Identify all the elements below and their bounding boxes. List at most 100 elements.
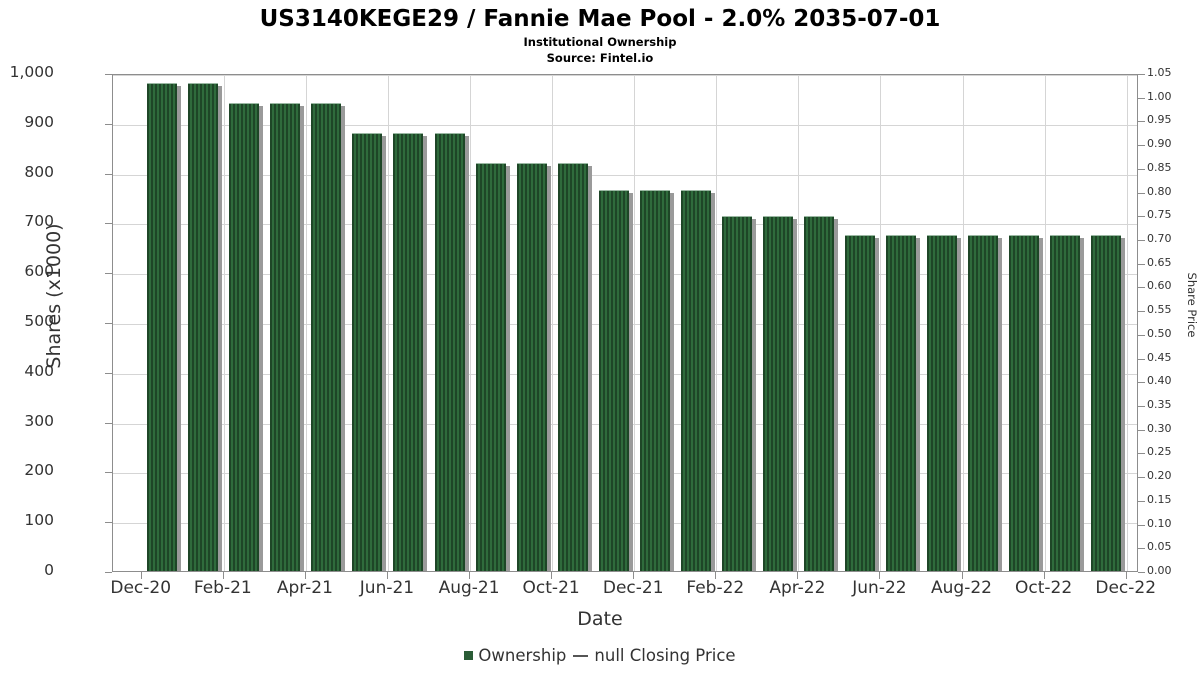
chart-source: Source: Fintel.io [546, 51, 654, 65]
y-tick-mark-left [105, 223, 112, 225]
x-tick-mark [633, 572, 635, 579]
legend-item-closing-price[interactable]: null Closing Price [566, 646, 736, 665]
bar-ownership[interactable] [516, 162, 551, 572]
y-tick-mark-left [105, 472, 112, 474]
y-tick-label-right: 0.05 [1147, 540, 1172, 554]
y-tick-mark-right [1138, 406, 1145, 407]
y-tick-label-left: 0 [44, 561, 54, 579]
gridline-vertical [470, 75, 472, 571]
y-tick-label-right: 0.10 [1147, 516, 1172, 530]
x-tick-label: Aug-21 [438, 578, 500, 598]
y-tick-mark-right [1138, 548, 1145, 550]
y-tick-mark-right [1138, 477, 1145, 479]
x-tick-mark [140, 572, 142, 579]
y-tick-label-left: 500 [24, 312, 54, 330]
chart-subtitle: Institutional Ownership [523, 35, 677, 49]
legend-item-ownership[interactable]: Ownership [464, 646, 566, 665]
bar-ownership[interactable] [844, 234, 879, 572]
y-tick-label-right: 0.40 [1147, 374, 1172, 388]
bar-ownership[interactable] [885, 234, 920, 572]
gridline-vertical [1126, 75, 1128, 571]
bar-ownership[interactable] [1050, 234, 1085, 572]
x-tick-mark [1125, 572, 1127, 579]
gridline-horizontal [113, 124, 1137, 126]
bar-ownership[interactable] [968, 234, 1003, 572]
y-tick-mark-right [1138, 97, 1145, 99]
y-tick-mark-left [105, 323, 112, 324]
legend-label-ownership: Ownership [478, 646, 567, 665]
y-tick-label-left: 600 [24, 262, 54, 281]
plot-area [112, 74, 1138, 572]
y-tick-label-left: 800 [24, 162, 54, 181]
y-tick-label-right: 0.35 [1147, 398, 1172, 411]
y-tick-mark-left [105, 173, 112, 175]
bar-ownership[interactable] [393, 132, 428, 572]
bar-ownership[interactable] [598, 190, 633, 571]
x-tick-label: Oct-21 [522, 578, 580, 598]
gridline-vertical [634, 75, 636, 571]
bar-ownership[interactable] [721, 216, 756, 571]
y-tick-label-right: 1.05 [1147, 66, 1172, 79]
y-tick-label-right: 0.65 [1147, 255, 1172, 269]
x-tick-label: Apr-22 [769, 578, 826, 598]
y-tick-label-right: 0.25 [1147, 445, 1172, 459]
legend-label-closing-price: null Closing Price [594, 646, 736, 665]
x-axis-label: Date [577, 608, 623, 630]
y-tick-label-right: 0.45 [1147, 350, 1172, 364]
x-tick-mark [304, 572, 306, 579]
bar-ownership[interactable] [352, 132, 387, 572]
bar-ownership[interactable] [639, 190, 674, 571]
bar-ownership[interactable] [188, 82, 223, 572]
legend-line-icon [573, 654, 589, 657]
gridline-vertical [716, 75, 718, 571]
x-tick-label: Jun-21 [359, 578, 415, 598]
y-tick-mark-right [1138, 168, 1145, 170]
x-tick-mark [222, 572, 224, 579]
y-tick-mark-right [1138, 358, 1145, 360]
bar-ownership[interactable] [762, 216, 797, 571]
x-tick-label: Apr-21 [276, 578, 333, 598]
y-tick-label-right: 0.95 [1147, 113, 1172, 127]
gridline-vertical [223, 75, 225, 571]
bar-ownership[interactable] [475, 162, 510, 572]
bar-ownership[interactable] [311, 102, 346, 572]
bar-ownership[interactable] [270, 102, 305, 572]
y-tick-mark-right [1138, 263, 1145, 265]
y-tick-mark-left [105, 372, 112, 374]
y-tick-label-right: 0.15 [1147, 492, 1172, 506]
y-tick-mark-left [105, 273, 112, 275]
bar-ownership[interactable] [229, 102, 264, 572]
y-tick-label-right: 0.60 [1147, 279, 1172, 293]
bar-ownership[interactable] [1009, 234, 1044, 572]
y-tick-label-left: 300 [24, 411, 54, 430]
y-tick-label-left: 700 [24, 212, 54, 231]
chart-legend: Ownership null Closing Price [0, 646, 1200, 665]
bar-ownership[interactable] [680, 190, 715, 571]
gridline-vertical [798, 75, 800, 571]
y-tick-mark-right [1138, 287, 1145, 289]
bar-ownership[interactable] [557, 162, 592, 572]
y-tick-mark-right [1138, 382, 1145, 384]
bar-ownership[interactable] [927, 234, 961, 572]
y-tick-mark-right [1138, 145, 1145, 147]
y-tick-mark-left [105, 123, 112, 125]
gridline-vertical [880, 75, 882, 571]
bar-ownership[interactable] [1091, 234, 1126, 572]
x-tick-mark [386, 572, 388, 579]
y-tick-label-right: 0.55 [1147, 303, 1172, 317]
y-tick-label-left: 1,000 [9, 63, 54, 81]
y-tick-label-left: 900 [24, 112, 54, 131]
y-tick-mark-left [105, 572, 112, 573]
y-tick-mark-right [1138, 121, 1145, 123]
y-tick-mark-right [1138, 334, 1145, 336]
x-tick-label: Feb-22 [686, 578, 745, 598]
y-tick-mark-right [1138, 524, 1145, 526]
bar-ownership[interactable] [803, 216, 838, 571]
bar-ownership[interactable] [434, 132, 469, 572]
y-axis-label-right: Share Price [1185, 272, 1199, 338]
x-tick-label: Aug-22 [931, 578, 992, 598]
y-tick-mark-right [1138, 311, 1145, 313]
x-tick-label: Dec-20 [110, 578, 172, 598]
bar-ownership[interactable] [147, 82, 182, 572]
y-tick-mark-left [105, 74, 112, 75]
